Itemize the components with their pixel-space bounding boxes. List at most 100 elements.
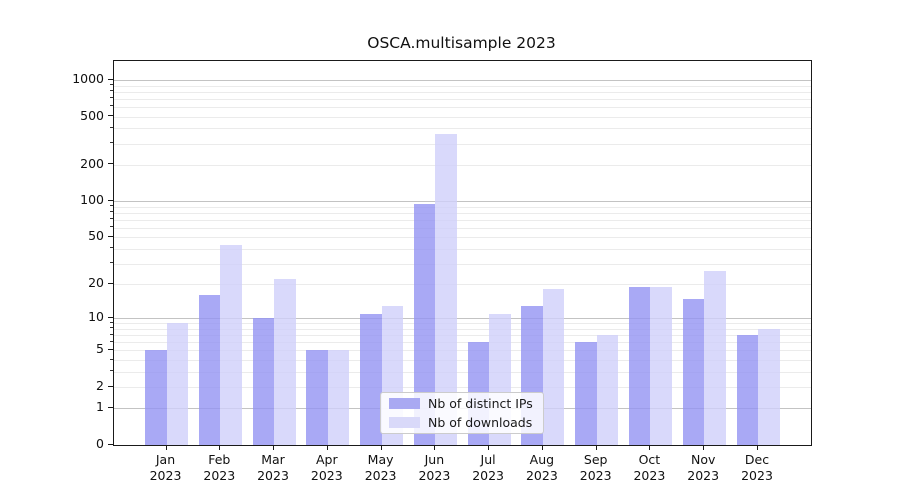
gridline-minor-5 — [114, 350, 811, 352]
x-tick-mark-8 — [541, 445, 543, 450]
gridline-minor-400 — [114, 128, 811, 130]
y-tick-label-20: 20 — [88, 275, 104, 291]
y-tick-mark-0 — [108, 443, 113, 445]
bar-downloads-oct — [650, 286, 672, 445]
y-tick-label-500: 500 — [80, 107, 104, 123]
y-tick-mark-1000 — [108, 78, 113, 80]
y-tick-label-2: 2 — [96, 378, 104, 393]
y-tick-mark-1 — [108, 406, 113, 408]
y-minortick-mark-3 — [110, 370, 113, 372]
bar-downloads-mar — [274, 279, 296, 445]
gridline-major-10 — [114, 318, 811, 320]
bar-downloads-sep — [596, 335, 619, 445]
y-tick-mark-200 — [108, 163, 113, 165]
x-tick-mark-2 — [219, 445, 221, 450]
y-tick-mark-100 — [108, 199, 113, 201]
x-tick-label-oct: Oct 2023 — [633, 452, 666, 483]
gridline-minor-70 — [114, 219, 811, 221]
x-tick-mark-1 — [165, 445, 167, 450]
x-tick-mark-9 — [595, 445, 597, 450]
gridline-minor-200 — [114, 164, 811, 166]
bar-downloads-dec — [758, 328, 780, 445]
x-tick-label-dec: Dec 2023 — [741, 452, 773, 483]
y-minortick-mark-300 — [110, 142, 113, 143]
bar-distinct-ips-jan — [145, 350, 167, 445]
gridline-minor-500 — [114, 116, 811, 118]
y-tick-label-1: 1 — [96, 399, 104, 415]
x-tick-label-jun: Jun 2023 — [418, 452, 451, 483]
bar-downloads-feb — [220, 245, 242, 445]
gridline-minor-300 — [114, 143, 811, 145]
bar-downloads-jan — [166, 323, 188, 445]
bar-distinct-ips-dec — [736, 335, 758, 445]
y-minortick-mark-7 — [110, 333, 113, 335]
y-minortick-mark-900 — [110, 84, 113, 86]
bar-downloads-jun — [435, 133, 457, 445]
bar-distinct-ips-sep — [575, 342, 597, 445]
gridline-minor-30 — [114, 263, 811, 265]
y-tick-mark-2 — [108, 385, 113, 387]
y-tick-label-5: 5 — [96, 341, 104, 357]
y-tick-mark-5 — [108, 348, 113, 350]
y-tick-label-200: 200 — [80, 155, 104, 171]
chart-title: OSCA.multisample 2023 — [367, 34, 556, 52]
y-tick-mark-500 — [108, 115, 113, 117]
y-tick-mark-20 — [108, 282, 113, 284]
legend-label-downloads: Nb of downloads — [428, 415, 533, 430]
gridline-minor-40 — [114, 248, 811, 250]
gridline-minor-80 — [114, 212, 811, 214]
plot-area — [113, 60, 812, 446]
y-minortick-mark-9 — [110, 321, 113, 323]
y-minortick-mark-4 — [110, 358, 113, 360]
x-tick-mark-5 — [380, 445, 382, 450]
y-minortick-mark-600 — [110, 105, 113, 107]
x-tick-mark-10 — [649, 445, 651, 450]
bar-downloads-aug — [542, 289, 565, 445]
legend-item-distinct-ips: Nb of distinct IPs — [381, 396, 543, 411]
bar-distinct-ips-mar — [252, 318, 274, 445]
gridline-minor-3 — [114, 371, 811, 373]
x-tick-label-jan: Jan 2023 — [149, 452, 182, 483]
bar-downloads-apr — [327, 350, 350, 445]
y-tick-label-10: 10 — [88, 309, 104, 325]
x-tick-label-aug: Aug 2023 — [525, 452, 558, 483]
y-minortick-mark-60 — [110, 226, 113, 228]
legend-swatch-downloads — [389, 417, 420, 428]
gridline-major-1000 — [114, 80, 811, 81]
legend-label-distinct-ips: Nb of distinct IPs — [428, 396, 533, 411]
x-tick-mark-4 — [326, 445, 328, 450]
x-tick-label-apr: Apr 2023 — [310, 452, 343, 483]
y-minortick-mark-700 — [110, 97, 113, 99]
gridline-minor-60 — [114, 227, 811, 229]
y-tick-label-100: 100 — [80, 192, 104, 208]
y-minortick-mark-6 — [110, 340, 113, 342]
gridline-minor-8 — [114, 328, 811, 330]
bar-distinct-ips-oct — [628, 286, 651, 445]
gridline-minor-700 — [114, 98, 811, 100]
gridline-minor-800 — [114, 91, 811, 93]
y-minortick-mark-40 — [110, 247, 113, 249]
y-tick-label-50: 50 — [88, 228, 104, 244]
gridline-minor-2 — [114, 387, 811, 388]
y-minortick-mark-80 — [110, 211, 113, 213]
legend: Nb of distinct IPs Nb of downloads — [380, 392, 544, 434]
x-tick-label-nov: Nov 2023 — [687, 452, 720, 483]
x-tick-label-may: May 2023 — [364, 452, 397, 483]
gridline-minor-900 — [114, 85, 811, 87]
x-tick-label-feb: Feb 2023 — [203, 452, 236, 483]
bar-downloads-nov — [704, 270, 726, 445]
x-tick-label-sep: Sep 2023 — [579, 452, 612, 483]
y-minortick-mark-400 — [110, 126, 113, 128]
gridline-minor-9 — [114, 323, 811, 325]
x-tick-mark-11 — [703, 445, 705, 450]
bar-distinct-ips-apr — [306, 350, 328, 445]
legend-swatch-distinct-ips — [389, 398, 420, 409]
gridline-minor-7 — [114, 335, 811, 337]
x-tick-mark-3 — [273, 445, 274, 450]
gridline-minor-50 — [114, 237, 811, 239]
y-tick-label-0: 0 — [96, 436, 104, 451]
x-tick-mark-12 — [757, 445, 758, 450]
y-tick-label-1000: 1000 — [72, 71, 104, 86]
gridline-minor-20 — [114, 284, 811, 286]
y-tick-mark-10 — [108, 316, 113, 318]
